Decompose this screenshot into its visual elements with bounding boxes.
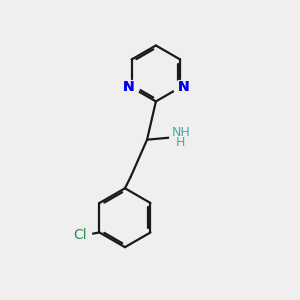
Text: N: N [178,80,190,94]
Text: N: N [178,80,190,94]
Text: N: N [122,80,134,94]
Text: NH: NH [172,126,190,139]
Text: N: N [122,80,134,94]
Text: Cl: Cl [74,228,87,242]
Text: H: H [176,136,186,148]
